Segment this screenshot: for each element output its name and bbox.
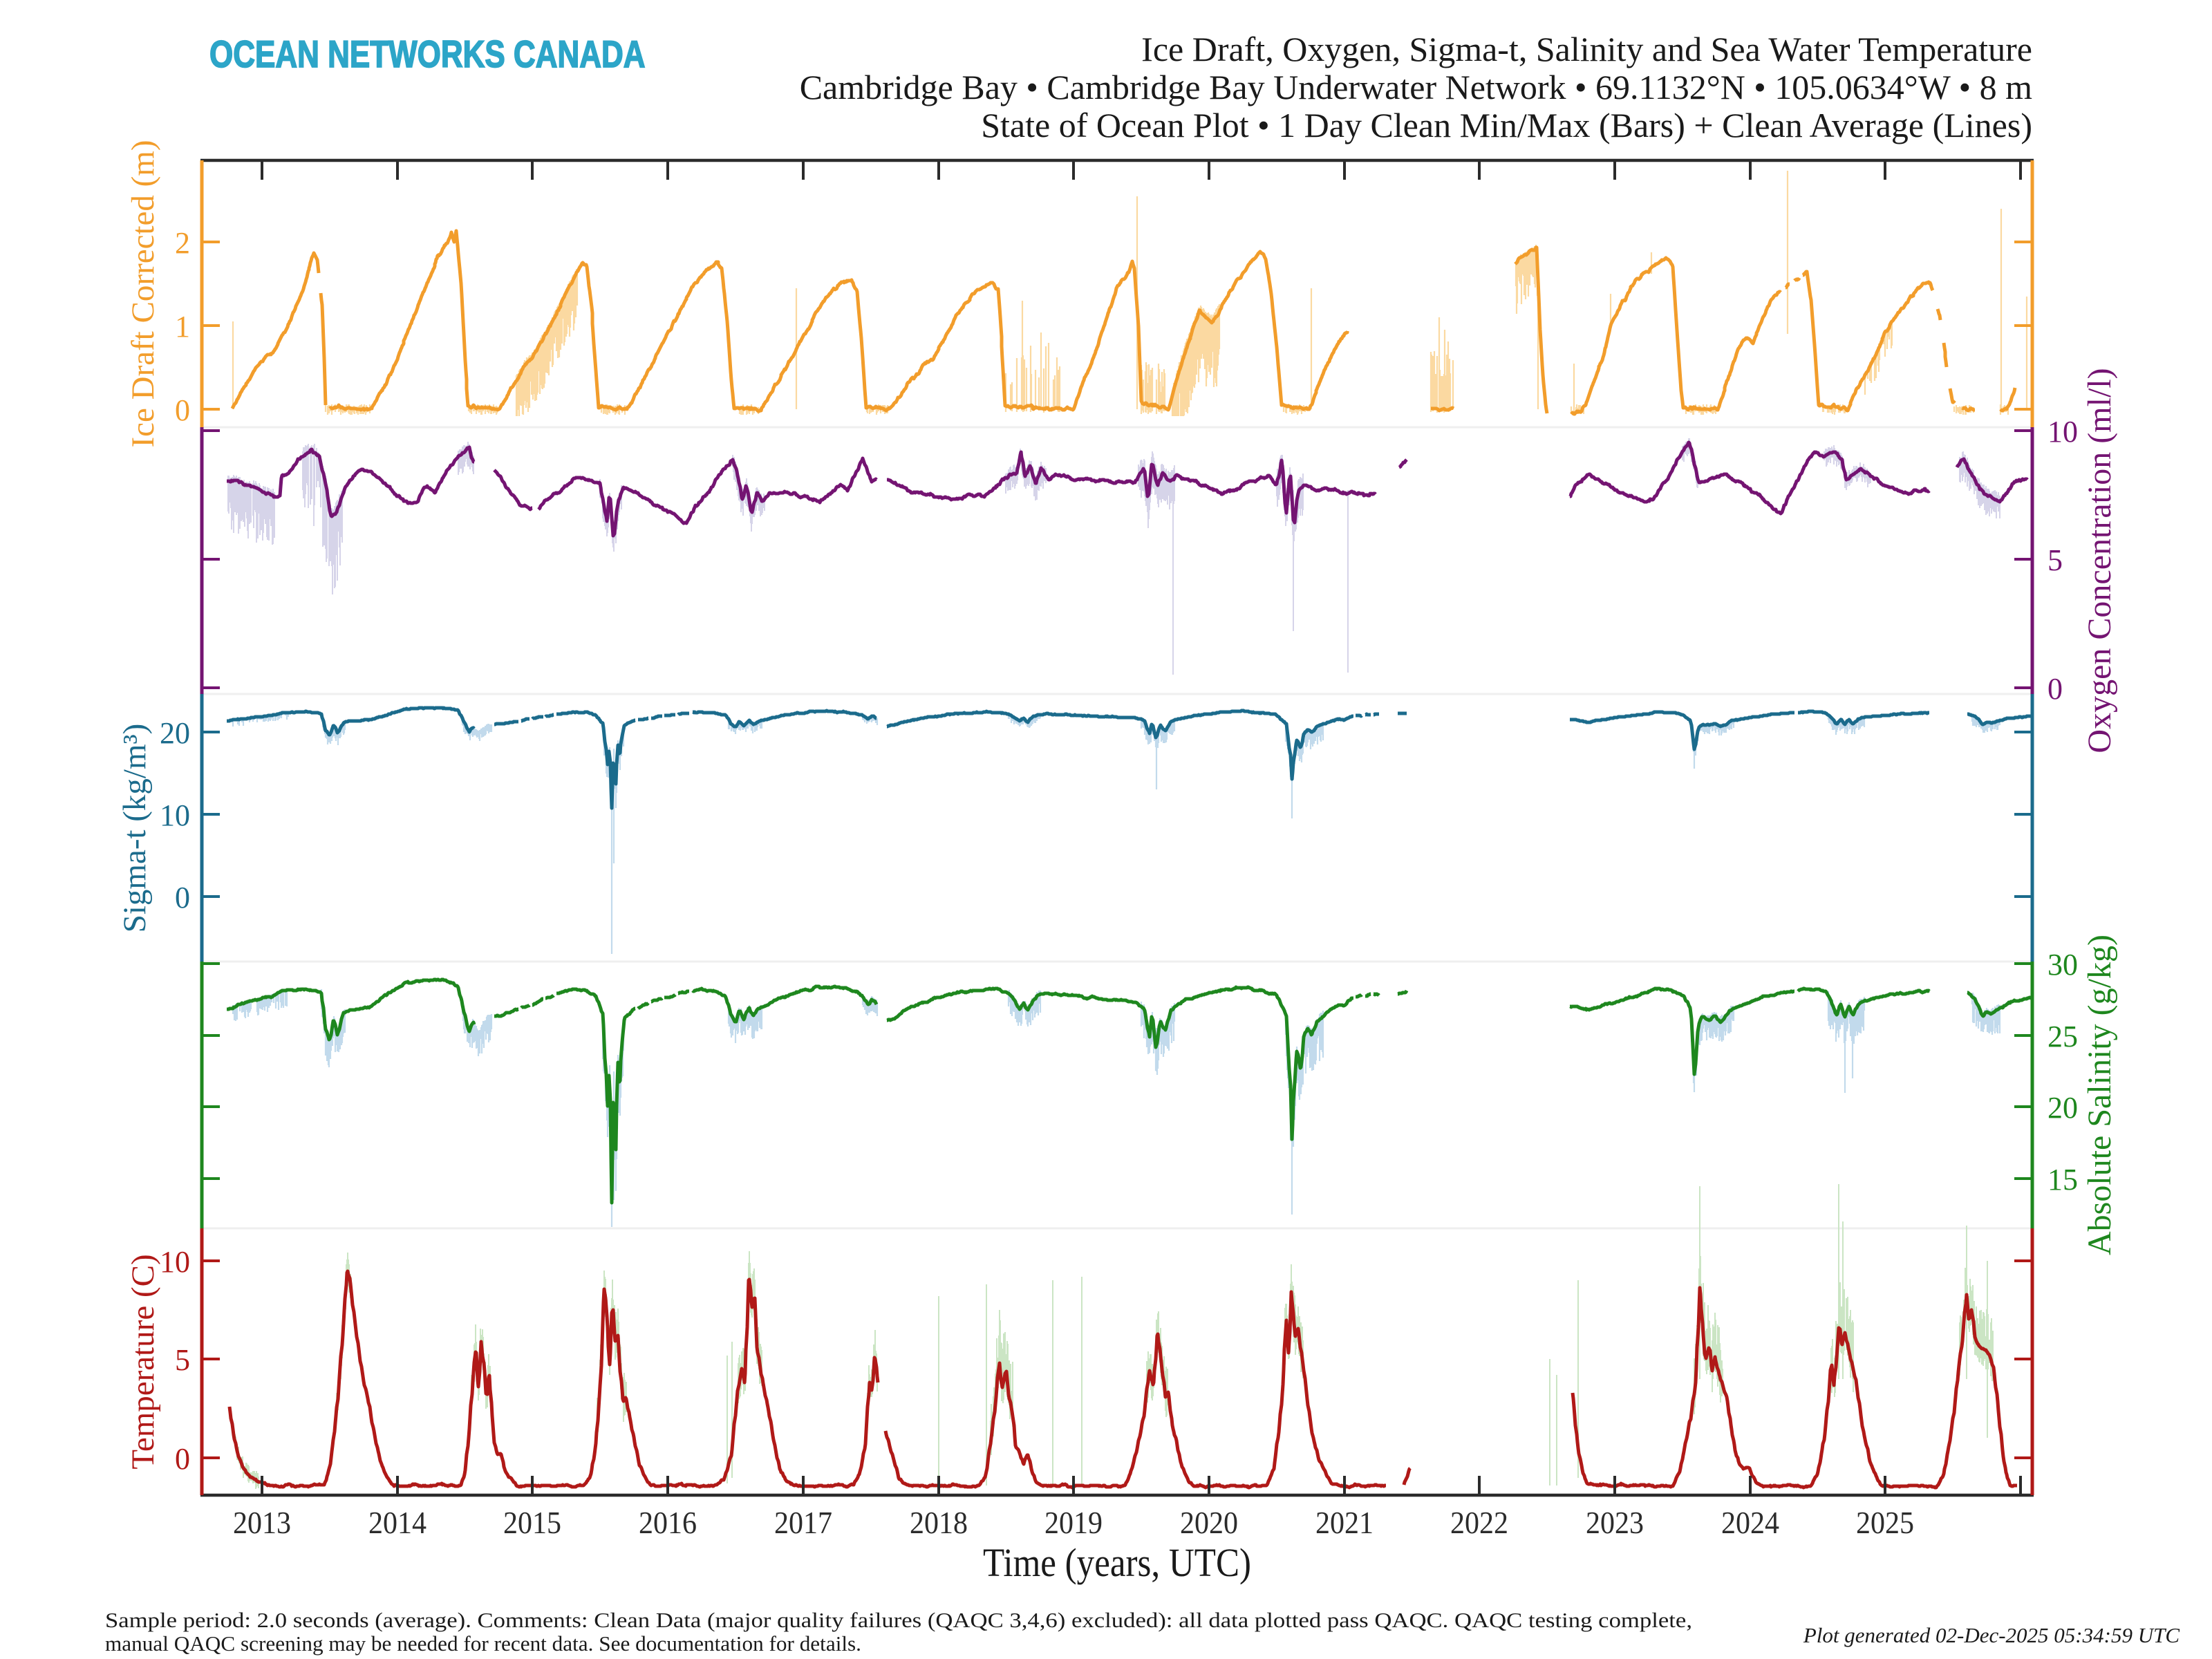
svg-text:30: 30 — [2047, 948, 2078, 982]
svg-text:0: 0 — [175, 393, 190, 427]
svg-text:2: 2 — [175, 226, 190, 260]
svg-text:2018: 2018 — [910, 1505, 968, 1540]
svg-text:2013: 2013 — [233, 1505, 291, 1540]
svg-text:2024: 2024 — [1721, 1505, 1779, 1540]
svg-text:Ice Draft Corrected (m): Ice Draft Corrected (m) — [125, 140, 161, 448]
svg-text:2023: 2023 — [1586, 1505, 1644, 1540]
svg-text:2015: 2015 — [503, 1505, 561, 1540]
svg-text:2021: 2021 — [1315, 1505, 1374, 1540]
svg-text:10: 10 — [160, 1245, 190, 1279]
svg-text:Plot generated 02-Dec-2025 05:: Plot generated 02-Dec-2025 05:34:59 UTC — [1803, 1623, 2180, 1647]
svg-text:10: 10 — [2047, 415, 2078, 449]
svg-text:15: 15 — [2047, 1163, 2078, 1197]
svg-text:Cambridge Bay • Cambridge Bay: Cambridge Bay • Cambridge Bay Underwater… — [800, 68, 2032, 106]
svg-text:Time (years, UTC): Time (years, UTC) — [983, 1540, 1251, 1585]
svg-text:20: 20 — [160, 716, 190, 750]
svg-text:Absolute Salinity (g/kg): Absolute Salinity (g/kg) — [2081, 935, 2118, 1255]
svg-text:2019: 2019 — [1044, 1505, 1103, 1540]
svg-text:2014: 2014 — [368, 1505, 427, 1540]
svg-text:20: 20 — [2047, 1091, 2078, 1125]
svg-text:1: 1 — [175, 310, 190, 344]
svg-text:Oxygen Concentration (ml/l): Oxygen Concentration (ml/l) — [2081, 368, 2118, 753]
svg-text:0: 0 — [175, 1442, 190, 1476]
svg-text:manual QAQC screening may be n: manual QAQC screening may be needed for … — [105, 1631, 861, 1656]
svg-text:2025: 2025 — [1856, 1505, 1914, 1540]
svg-text:2016: 2016 — [639, 1505, 697, 1540]
svg-text:0: 0 — [2047, 672, 2063, 706]
svg-text:OCEAN NETWORKS CANADA: OCEAN NETWORKS CANADA — [209, 32, 646, 75]
svg-text:Ice Draft, Oxygen, Sigma-t, Sa: Ice Draft, Oxygen, Sigma-t, Salinity and… — [1141, 30, 2032, 68]
svg-text:Temperature (C): Temperature (C) — [125, 1254, 161, 1469]
svg-text:Sigma-t (kg/m³): Sigma-t (kg/m³) — [117, 724, 153, 933]
svg-text:2022: 2022 — [1450, 1505, 1508, 1540]
svg-text:5: 5 — [175, 1343, 190, 1377]
svg-text:State of Ocean Plot • 1 Day Cl: State of Ocean Plot • 1 Day Clean Min/Ma… — [981, 106, 2032, 144]
svg-text:Sample period: 2.0 seconds (av: Sample period: 2.0 seconds (average). Co… — [105, 1608, 1692, 1632]
svg-text:0: 0 — [175, 881, 190, 915]
svg-text:10: 10 — [160, 798, 190, 832]
svg-text:2017: 2017 — [774, 1505, 832, 1540]
svg-text:5: 5 — [2047, 543, 2063, 577]
svg-text:25: 25 — [2047, 1020, 2078, 1053]
svg-text:2020: 2020 — [1180, 1505, 1238, 1540]
